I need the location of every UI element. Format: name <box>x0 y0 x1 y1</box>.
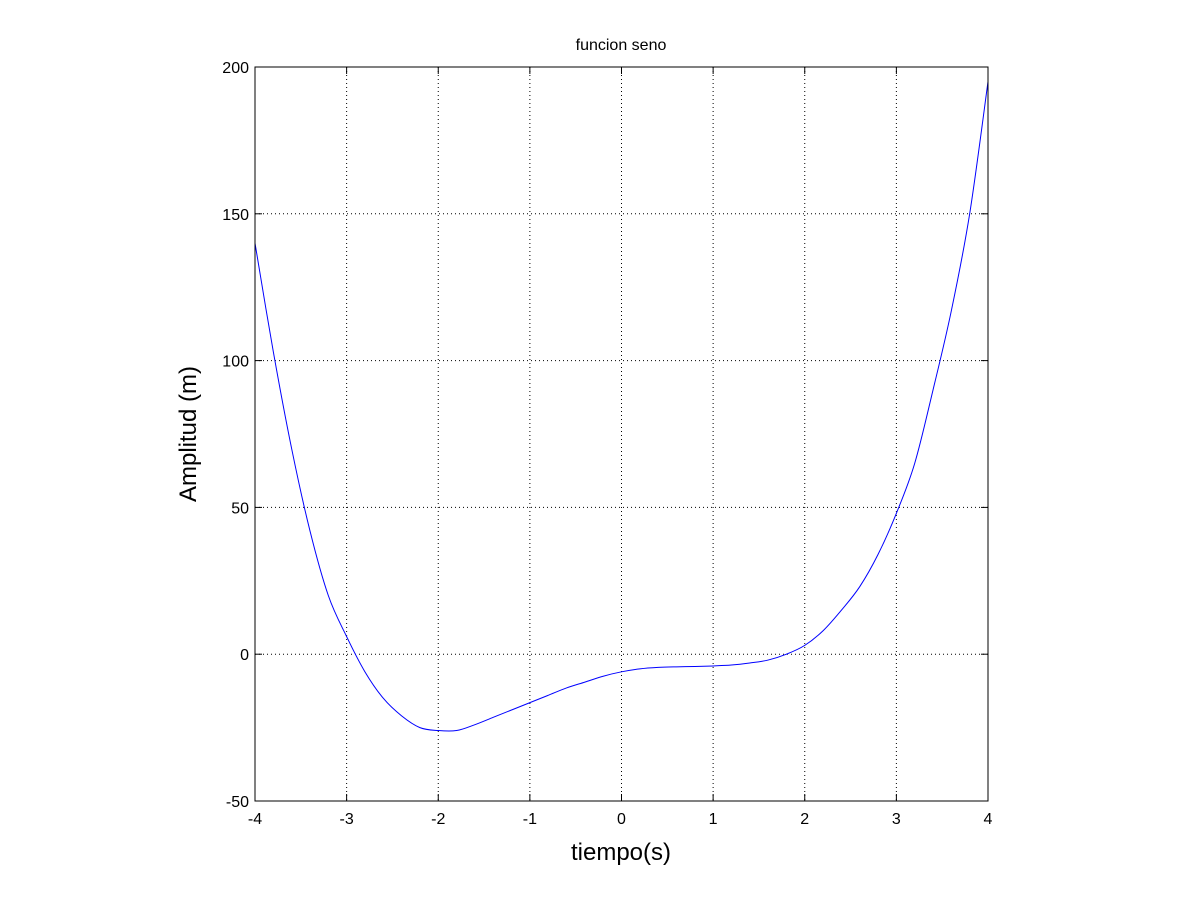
series-line <box>254 81 989 732</box>
x-tick-label: 1 <box>709 811 718 828</box>
y-axis-label: Amplitud (m) <box>175 366 202 502</box>
x-tick-label: -3 <box>340 811 354 828</box>
y-tick-label: -50 <box>226 794 249 811</box>
x-axis-label: tiempo(s) <box>571 839 671 866</box>
x-tick-label: -4 <box>248 811 262 828</box>
y-tick-labels: -50 0 50 100 150 200 <box>222 60 249 811</box>
series-layer <box>254 81 989 732</box>
tick-marks <box>254 66 989 802</box>
x-tick-label: -2 <box>431 811 445 828</box>
y-tick-label: 100 <box>222 354 249 371</box>
x-tick-label: 2 <box>800 811 809 828</box>
plot-area <box>255 67 988 801</box>
y-tick-label: 0 <box>240 647 249 664</box>
x-tick-labels: -4 -3 -2 -1 0 1 2 3 4 <box>248 811 993 828</box>
x-tick-label: -1 <box>523 811 537 828</box>
y-tick-label: 150 <box>222 207 249 224</box>
y-tick-label: 200 <box>222 60 249 77</box>
x-tick-label: 3 <box>892 811 901 828</box>
x-tick-label: 4 <box>984 811 993 828</box>
x-tick-label: 0 <box>617 811 626 828</box>
y-tick-label: 50 <box>231 500 249 517</box>
chart-title: funcion seno <box>576 37 667 54</box>
